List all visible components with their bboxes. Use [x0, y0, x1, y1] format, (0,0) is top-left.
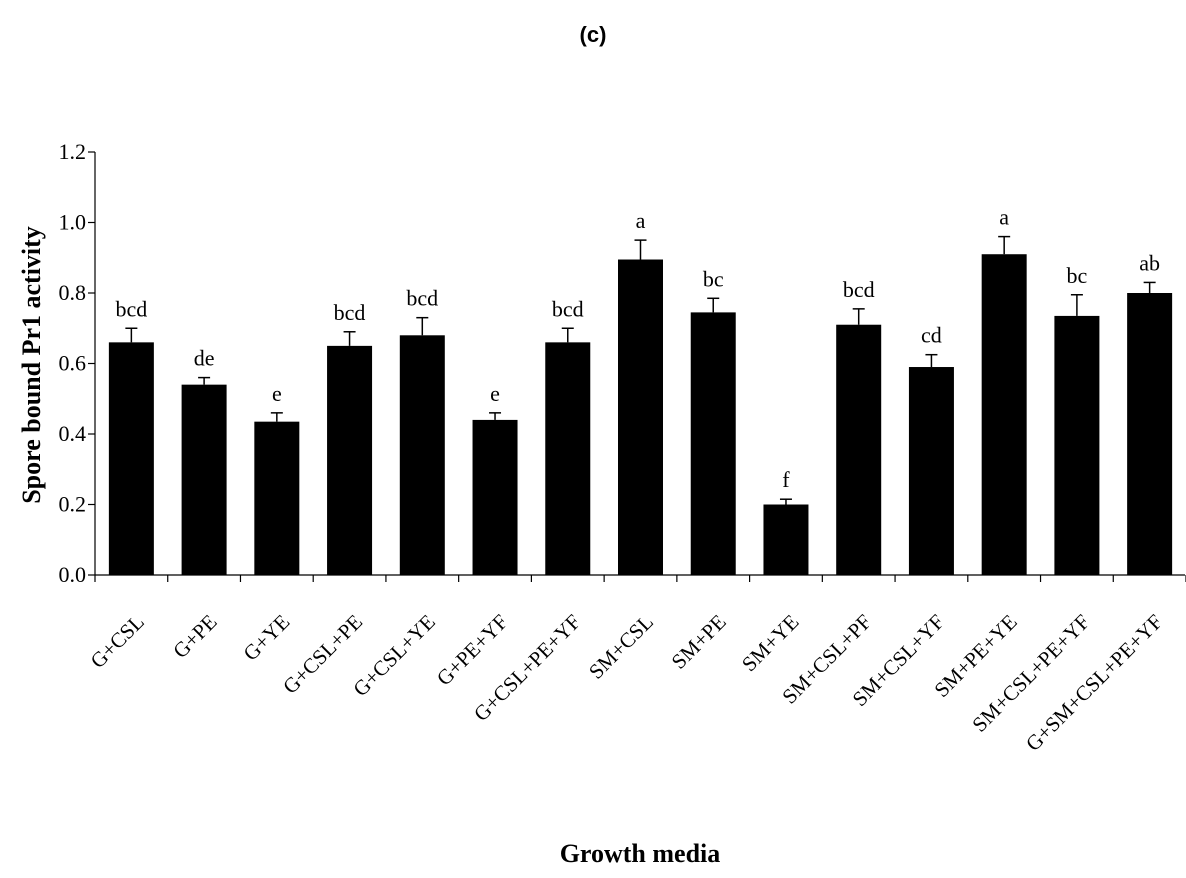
significance-label: bcd: [552, 296, 584, 321]
significance-label: bcd: [115, 296, 147, 321]
y-tick-label: 0.2: [59, 492, 87, 517]
significance-label: bcd: [843, 277, 875, 302]
plot-area: 0.0 0.2 0.4 0.6 0.8 1.0 1.2 bcd G+CSL de G+PE e G+YE…: [59, 139, 1186, 756]
significance-label: bc: [1067, 263, 1088, 288]
bar: [472, 419, 518, 575]
bar: [327, 345, 373, 575]
significance-label: f: [782, 467, 790, 492]
significance-label: a: [636, 208, 646, 233]
bar: [108, 342, 154, 575]
x-tick-label: G+YE: [238, 610, 294, 666]
bar: [690, 312, 736, 575]
bar: [908, 367, 954, 575]
x-tick-label: SM+PE: [667, 610, 731, 674]
x-tick-label: G+PE: [168, 610, 221, 663]
x-tick-label: G+SM+CSL+PE+YF: [1021, 610, 1167, 756]
y-axis-title: Spore bound Pr1 activity: [17, 226, 46, 504]
x-tick-label: SM+YE: [737, 610, 804, 677]
y-tick-label: 0.6: [59, 351, 87, 376]
y-tick-label: 0.8: [59, 280, 87, 305]
x-tick-label: G+CSL: [86, 610, 149, 673]
bar: [763, 504, 809, 575]
bar: [1127, 293, 1173, 575]
panel-label: (c): [580, 22, 607, 47]
bar: [181, 384, 227, 575]
significance-label: e: [272, 381, 282, 406]
bar: [981, 254, 1027, 575]
bar: [836, 324, 882, 575]
bar: [254, 421, 300, 575]
bar: [399, 335, 445, 575]
x-axis-title: Growth media: [560, 839, 721, 868]
bar: [618, 259, 663, 575]
significance-label: cd: [921, 323, 942, 348]
y-tick-label: 1.0: [59, 210, 87, 235]
bar: [1054, 315, 1100, 575]
significance-label: de: [194, 346, 215, 371]
significance-label: a: [999, 205, 1009, 230]
significance-label: e: [490, 381, 500, 406]
y-tick-label: 0.0: [59, 562, 87, 587]
significance-label: bcd: [406, 286, 438, 311]
y-tick-label: 0.4: [59, 421, 87, 446]
significance-label: ab: [1139, 250, 1160, 275]
y-tick-label: 1.2: [59, 139, 87, 164]
x-tick-label: SM+CSL: [584, 610, 658, 684]
bar: [545, 342, 591, 575]
significance-label: bcd: [334, 300, 366, 325]
significance-label: bc: [703, 266, 724, 291]
